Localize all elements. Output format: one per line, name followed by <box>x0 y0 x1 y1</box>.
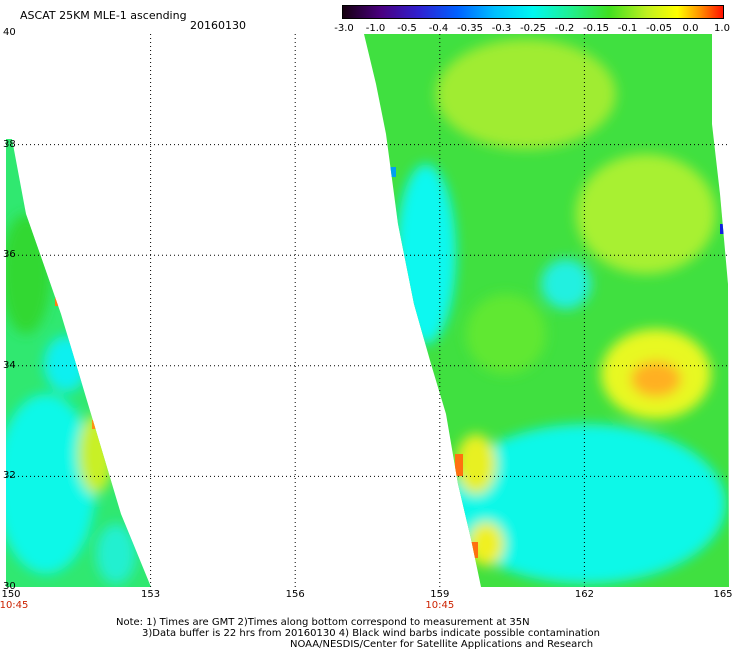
colorbar-label: -0.3 <box>491 23 512 34</box>
longitude-label: 153 <box>141 589 161 600</box>
latitude-label: 38 <box>3 138 16 150</box>
latitude-label: 40 <box>3 27 16 38</box>
pass-time-label: 10:45 <box>425 600 455 611</box>
longitude-label: 150 <box>1 589 21 600</box>
colorbar-label: 1.0 <box>714 23 730 34</box>
graticule <box>6 34 729 587</box>
colorbar-label: -3.0 <box>334 23 354 34</box>
longitude-label: 165 <box>713 589 733 600</box>
swath-west <box>6 139 151 587</box>
colorbar-label: -0.15 <box>583 23 609 34</box>
note-line-1: Note: 1) Times are GMT 2)Times along bot… <box>116 617 530 628</box>
colorbar-label: -0.35 <box>457 23 483 34</box>
colorbar-label: -0.4 <box>428 23 449 34</box>
colorbar-label: -1.0 <box>365 23 386 34</box>
latitude-label: 30 <box>3 581 16 592</box>
colorbar-label: -0.5 <box>397 23 417 34</box>
wind-map <box>6 34 729 587</box>
colorbar-label: -0.25 <box>520 23 546 34</box>
longitude-label: 156 <box>285 589 305 600</box>
latitude-label: 34 <box>3 359 16 371</box>
product-date: 20160130 <box>190 19 246 32</box>
latitude-label: 36 <box>3 249 16 261</box>
note-line-2: 3)Data buffer is 22 hrs from 20160130 4)… <box>142 628 600 639</box>
swath-east <box>364 34 729 587</box>
note-line-3: NOAA/NESDIS/Center for Satellite Applica… <box>290 639 594 650</box>
longitude-label: 162 <box>574 589 594 600</box>
colorbar <box>342 5 724 19</box>
product-title: ASCAT 25KM MLE-1 ascending <box>20 9 187 22</box>
colorbar-label: -0.05 <box>646 23 672 34</box>
pass-time-label: 10:45 <box>0 600 29 611</box>
longitude-label: 159 <box>430 589 450 600</box>
colorbar-label: 0.0 <box>682 23 699 34</box>
colorbar-label: -0.1 <box>617 23 638 34</box>
colorbar-label: -0.2 <box>554 23 575 34</box>
latitude-label: 32 <box>3 470 16 482</box>
